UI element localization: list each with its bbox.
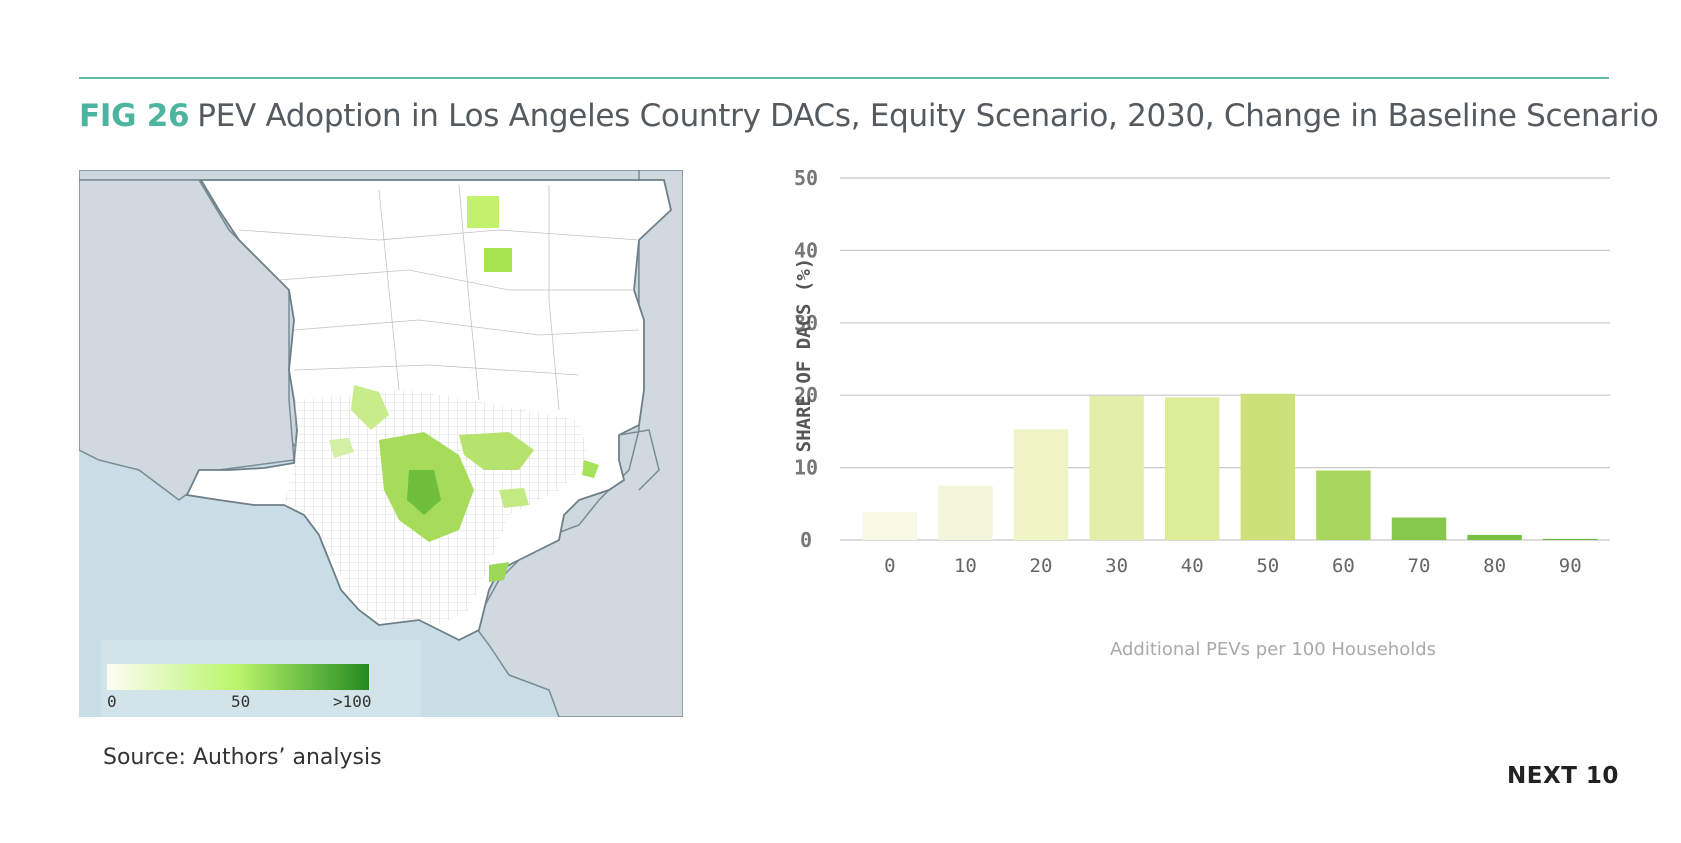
brand-logo-text: NEXT 10 [1507,763,1619,789]
figure-title-text: PEV Adoption in Los Angeles Country DACs… [197,98,1659,134]
figure-title: FIG 26 PEV Adoption in Los Angeles Countr… [79,98,1659,134]
legend-min-label: 0 [107,692,117,711]
x-tick-label: 40 [1181,555,1204,577]
pev-bar-chart: 0 10 20 30 40 50 0 10 20 30 40 50 60 70 80 90 SHARE OF… [793,166,1610,660]
bar-50 [1240,393,1296,540]
neighbor-land-west-2 [79,179,295,501]
y-tick-label: 30 [794,311,818,335]
coast-detail [618,429,660,491]
bar-90 [1542,538,1598,540]
bar-30 [1089,395,1144,540]
la-county-map: 0 50 >100 [79,170,683,717]
dac-patches [329,196,599,582]
legend-bar [107,664,369,690]
x-tick-label: 70 [1408,555,1431,577]
y-tick-label: 50 [794,166,818,190]
legend-max-label: >100 [333,692,372,711]
bar-80 [1467,534,1522,540]
chart-x-ticks: 0 10 20 30 40 50 60 70 80 90 [884,555,1582,577]
legend-mid-label: 50 [231,692,250,711]
x-tick-label: 80 [1483,555,1506,577]
chart-y-axis-label: SHARE OF DACS (%) [793,258,815,452]
bar-20 [1013,429,1069,540]
bar-60 [1316,470,1371,540]
north-tract-lines [238,184,640,411]
y-tick-label: 40 [794,238,818,262]
y-tick-label: 20 [794,383,818,407]
chart-bars [862,393,1598,540]
x-tick-label: 30 [1105,555,1128,577]
bar-0 [862,511,918,540]
x-tick-label: 0 [884,555,895,577]
bar-70 [1391,517,1447,540]
title-rule [79,77,1609,79]
x-tick-label: 10 [954,555,977,577]
x-tick-label: 90 [1559,555,1582,577]
chart-y-ticks: 0 10 20 30 40 50 [794,166,818,552]
x-tick-label: 20 [1030,555,1053,577]
chart-gridlines [840,177,1610,541]
x-tick-label: 60 [1332,555,1355,577]
y-tick-label: 0 [800,528,812,552]
chart-x-axis-label: Additional PEVs per 100 Households [1110,639,1436,660]
y-tick-label: 10 [794,456,818,480]
bar-40 [1164,397,1220,540]
bar-10 [938,485,993,540]
x-tick-label: 50 [1256,555,1279,577]
figure-label: FIG 26 [79,98,190,134]
source-note: Source: Authors’ analysis [103,745,382,770]
